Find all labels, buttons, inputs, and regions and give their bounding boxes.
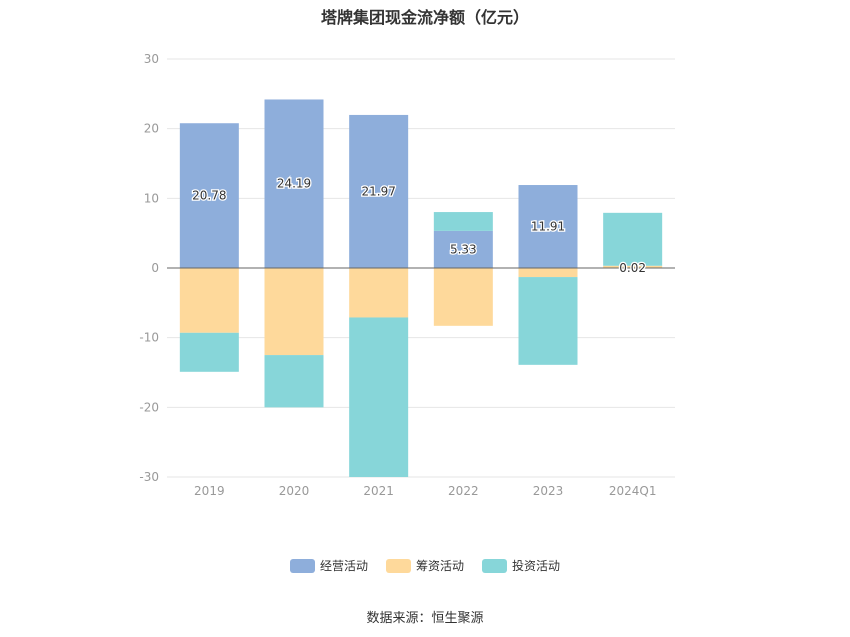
data-label: 11.91 [531, 220, 565, 234]
legend-swatch-financing [385, 558, 411, 573]
legend-label-financing: 筹资活动 [415, 559, 464, 573]
y-tick-label: 10 [144, 191, 159, 205]
y-tick-label: 0 [151, 261, 159, 275]
bar-operating [518, 185, 578, 268]
legend-item-operating[interactable]: 经营活动 [289, 557, 368, 574]
bar-investing [518, 277, 578, 365]
bar-operating [433, 230, 493, 268]
bar-financing [518, 268, 578, 278]
bar-financing [603, 265, 663, 268]
bar-investing [603, 212, 663, 266]
data-label: 20.78 [192, 189, 226, 203]
bar-financing [179, 268, 239, 333]
data-label: 24.19 [277, 177, 311, 191]
bar-operating [179, 123, 239, 268]
x-tick-label: 2023 [533, 484, 564, 498]
legend: 经营活动 筹资活动 投资活动 [0, 557, 850, 574]
legend-swatch-investing [482, 558, 507, 573]
data-label: 5.33 [450, 242, 477, 256]
bar-investing [433, 212, 493, 231]
x-tick-label: 2021 [363, 484, 394, 498]
x-tick-label: 2020 [279, 484, 310, 498]
legend-swatch-operating [289, 558, 315, 573]
legend-label-investing: 投资活动 [512, 559, 561, 573]
y-tick-label: 20 [144, 122, 159, 136]
legend-label-operating: 经营活动 [319, 559, 368, 573]
y-tick-label: -10 [139, 331, 159, 345]
bar-financing [264, 268, 324, 356]
bar-investing [349, 317, 409, 477]
bar-investing [179, 332, 239, 372]
data-source: 数据来源：恒生聚源 [366, 611, 484, 626]
data-label: 21.97 [361, 184, 395, 198]
bar-operating [264, 99, 324, 268]
x-tick-label: 2019 [194, 484, 225, 498]
y-tick-label: -20 [139, 400, 159, 414]
bar-financing [349, 268, 409, 318]
x-tick-label: 2022 [448, 484, 479, 498]
y-tick-label: 30 [144, 52, 159, 66]
legend-item-financing[interactable]: 筹资活动 [385, 557, 464, 574]
chart-title: 塔牌集团现金流净额（亿元） [320, 8, 529, 27]
x-tick-label: 2024Q1 [609, 484, 657, 498]
data-label: 0.02 [619, 261, 646, 275]
bar-investing [264, 355, 324, 408]
y-tick-label: -30 [139, 470, 159, 484]
bar-operating [349, 114, 409, 268]
bar-financing [433, 268, 493, 326]
legend-item-investing[interactable]: 投资活动 [482, 557, 560, 574]
